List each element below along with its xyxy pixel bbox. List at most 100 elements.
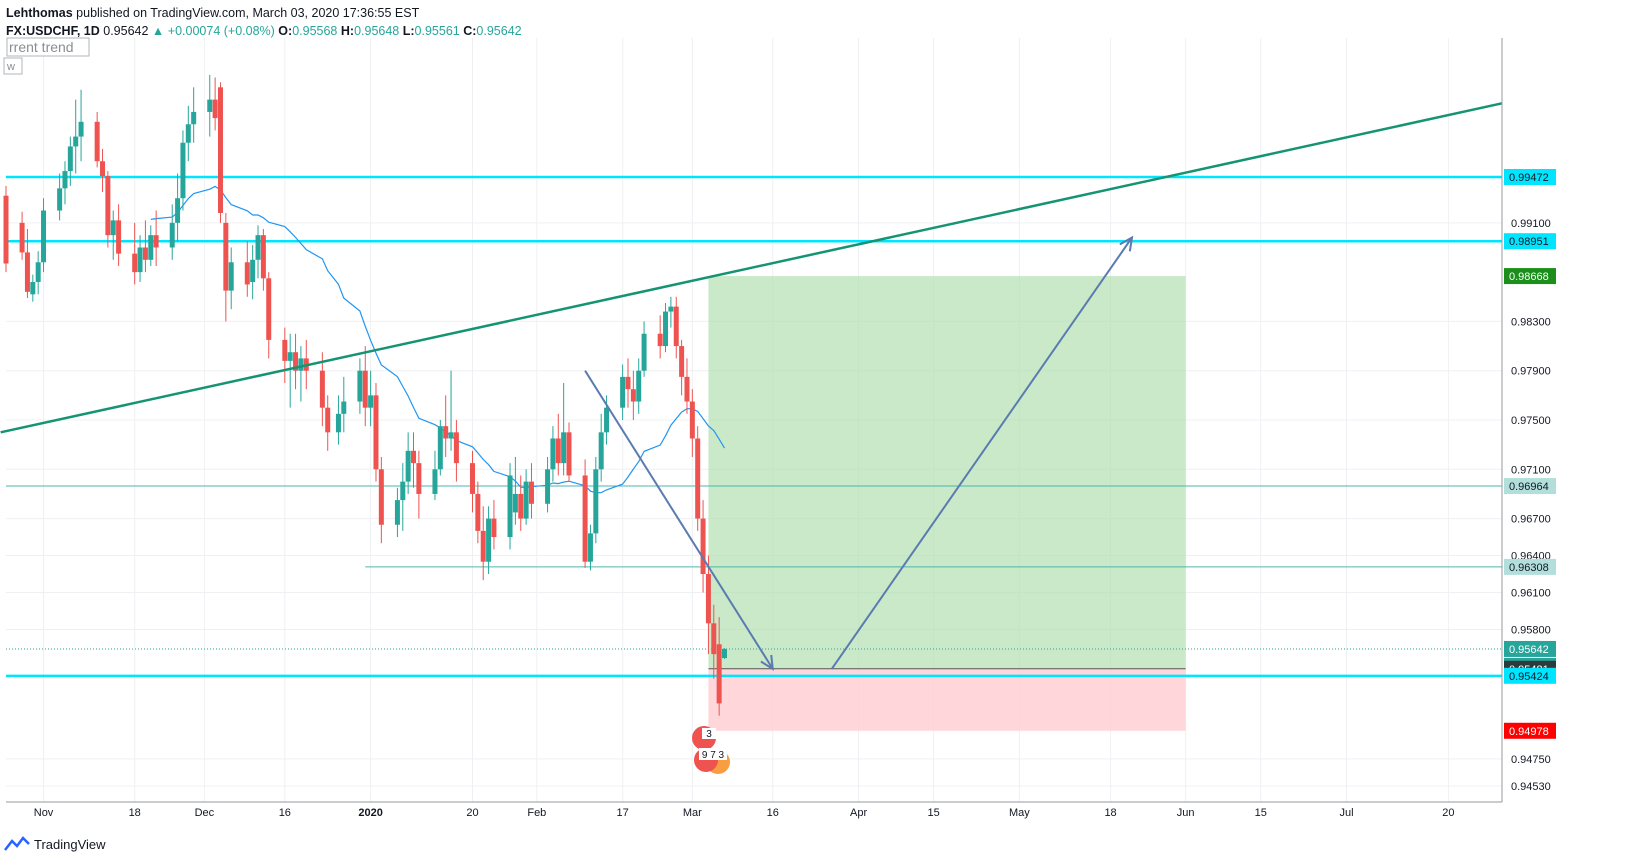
candle-body[interactable] [528, 481, 534, 504]
candle-body[interactable] [73, 136, 79, 147]
author-name[interactable]: Lehthomas [6, 6, 73, 20]
candle-body[interactable] [41, 210, 47, 263]
candle-body[interactable] [223, 222, 229, 291]
candle-body[interactable] [598, 432, 604, 470]
trend-label-box[interactable] [6, 37, 90, 57]
candle-body[interactable] [319, 370, 325, 408]
candle-body[interactable] [432, 469, 438, 494]
candle-body[interactable] [19, 222, 25, 253]
trendline[interactable] [0, 102, 1503, 434]
candle-body[interactable] [405, 450, 411, 482]
candle-body[interactable] [437, 426, 443, 470]
candle-body[interactable] [142, 247, 148, 260]
candle-body[interactable] [507, 475, 513, 538]
candle-body[interactable] [282, 339, 288, 361]
candle-body[interactable] [3, 195, 9, 264]
candle-body[interactable] [636, 370, 642, 402]
candle-body[interactable] [100, 161, 106, 177]
candle-body[interactable] [325, 407, 331, 433]
candle-body[interactable] [411, 450, 417, 464]
candle-body[interactable] [57, 188, 63, 211]
candle-body[interactable] [641, 333, 647, 371]
candle-body[interactable] [175, 198, 181, 223]
candle-body[interactable] [228, 262, 234, 291]
candle-body[interactable] [630, 389, 636, 402]
horizontal-levels[interactable] [6, 175, 1502, 678]
footer-brand[interactable]: TradingView [4, 836, 106, 852]
candle-body[interactable] [373, 395, 379, 470]
candle-body[interactable] [116, 220, 122, 254]
candle-body[interactable] [148, 235, 154, 260]
candle-body[interactable] [67, 146, 73, 172]
candle-body[interactable] [561, 432, 567, 464]
candle-body[interactable] [260, 235, 266, 279]
candle-body[interactable] [35, 262, 41, 282]
candle-body[interactable] [689, 401, 695, 439]
candle-body[interactable] [443, 426, 449, 439]
candle-body[interactable] [212, 99, 218, 119]
candle-body[interactable] [394, 500, 400, 525]
candle-body[interactable] [469, 463, 475, 494]
candle-body[interactable] [679, 346, 685, 377]
candle-body[interactable] [663, 311, 669, 347]
candle-body[interactable] [550, 438, 556, 470]
candle-body[interactable] [523, 481, 529, 519]
candle-body[interactable] [400, 481, 406, 501]
candle-body[interactable] [448, 432, 454, 439]
candle-body[interactable] [362, 370, 368, 408]
candle-body[interactable] [153, 235, 159, 248]
candle-body[interactable] [566, 432, 572, 476]
candle-body[interactable] [207, 99, 213, 112]
candle-body[interactable] [78, 121, 84, 137]
candle-body[interactable] [625, 376, 631, 390]
candle-body[interactable] [110, 220, 116, 236]
candle-body[interactable] [94, 121, 100, 162]
candle-body[interactable] [378, 469, 384, 525]
drawings[interactable] [0, 102, 1503, 671]
candles[interactable] [3, 74, 728, 716]
candle-body[interactable] [287, 352, 293, 361]
candle-body[interactable] [24, 252, 30, 292]
candle-body[interactable] [512, 493, 518, 513]
candle-body[interactable] [217, 87, 223, 213]
candle-body[interactable] [695, 438, 701, 519]
candle-body[interactable] [657, 333, 663, 347]
candle-body[interactable] [335, 413, 341, 433]
candle-body[interactable] [620, 376, 626, 408]
candle-body[interactable] [416, 463, 422, 494]
candle-body[interactable] [357, 370, 363, 402]
down-arrow[interactable] [584, 370, 774, 670]
candle-body[interactable] [191, 111, 197, 125]
candle-body[interactable] [62, 171, 68, 189]
candle-body[interactable] [453, 432, 459, 464]
candle-body[interactable] [180, 142, 186, 199]
candle-body[interactable] [475, 493, 481, 531]
up-arrow[interactable] [830, 236, 1133, 670]
candle-body[interactable] [368, 395, 374, 408]
candle-body[interactable] [545, 469, 551, 504]
candle-body[interactable] [604, 407, 610, 433]
candle-body[interactable] [486, 518, 492, 562]
candle-body[interactable] [716, 644, 722, 704]
candle-body[interactable] [491, 518, 497, 538]
candle-body[interactable] [700, 518, 706, 575]
candle-body[interactable] [293, 352, 299, 371]
candle-body[interactable] [169, 222, 175, 248]
candle-body[interactable] [480, 530, 486, 562]
candle-body[interactable] [705, 574, 711, 624]
candle-body[interactable] [684, 376, 690, 402]
candle-body[interactable] [244, 262, 250, 285]
candle-body[interactable] [255, 235, 261, 260]
candle-body[interactable] [668, 306, 674, 312]
loss-zone[interactable] [708, 668, 1186, 731]
candle-body[interactable] [185, 124, 191, 143]
candle-body[interactable] [266, 278, 272, 340]
candle-body[interactable] [30, 281, 36, 295]
event-badge[interactable]: 3 9 7 3 [692, 726, 730, 774]
candle-body[interactable] [132, 253, 138, 273]
candle-body[interactable] [555, 438, 561, 464]
candle-body[interactable] [105, 176, 111, 236]
candle-body[interactable] [711, 623, 717, 655]
candle-body[interactable] [582, 475, 588, 562]
